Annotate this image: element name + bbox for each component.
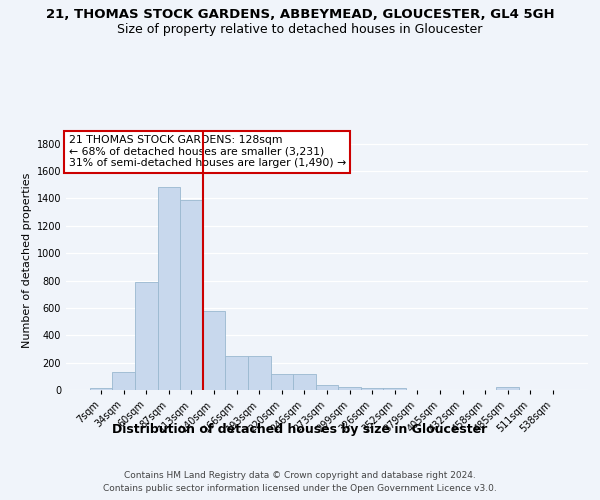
Bar [338, 386, 361, 390]
Bar [271, 374, 293, 390]
Bar [361, 388, 383, 390]
Bar [316, 385, 338, 390]
Bar [112, 372, 135, 390]
Bar [203, 312, 226, 390]
Bar [226, 356, 248, 390]
Bar [293, 374, 316, 390]
Text: 21, THOMAS STOCK GARDENS, ABBEYMEAD, GLOUCESTER, GL4 5GH: 21, THOMAS STOCK GARDENS, ABBEYMEAD, GLO… [46, 8, 554, 20]
Text: Contains public sector information licensed under the Open Government Licence v3: Contains public sector information licen… [103, 484, 497, 493]
Bar [135, 282, 158, 390]
Bar [180, 200, 203, 390]
Text: 21 THOMAS STOCK GARDENS: 128sqm
← 68% of detached houses are smaller (3,231)
31%: 21 THOMAS STOCK GARDENS: 128sqm ← 68% of… [68, 135, 346, 168]
Text: Distribution of detached houses by size in Gloucester: Distribution of detached houses by size … [112, 422, 488, 436]
Bar [248, 356, 271, 390]
Bar [158, 188, 180, 390]
Text: Contains HM Land Registry data © Crown copyright and database right 2024.: Contains HM Land Registry data © Crown c… [124, 471, 476, 480]
Text: Size of property relative to detached houses in Gloucester: Size of property relative to detached ho… [118, 22, 482, 36]
Bar [90, 388, 112, 390]
Bar [496, 386, 519, 390]
Bar [383, 388, 406, 390]
Y-axis label: Number of detached properties: Number of detached properties [22, 172, 32, 348]
